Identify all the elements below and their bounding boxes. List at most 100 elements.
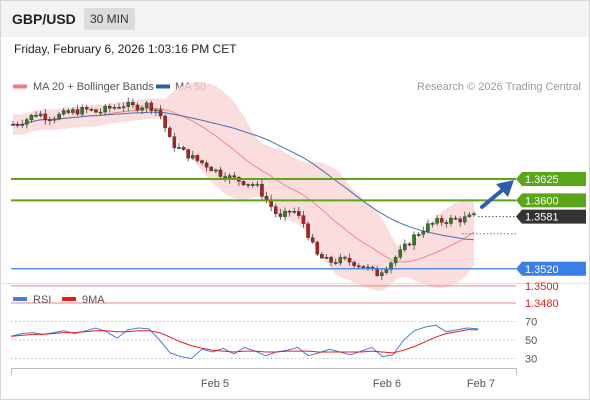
candle [278,213,283,217]
candle [338,256,343,264]
candle [430,223,435,225]
candle [20,124,25,126]
candle [439,218,444,223]
candle [380,272,384,277]
candle [66,110,71,113]
resistance-1-tag [516,193,586,208]
candle [329,257,333,263]
candle [94,109,98,113]
candle [52,118,57,121]
candle [333,262,338,264]
resistance-2-tag [516,172,586,186]
candle [310,237,315,243]
candle [61,110,66,115]
candle [352,261,356,266]
candle [172,136,177,148]
candle [135,104,140,111]
candle [163,115,167,129]
candle [361,266,366,268]
ma20-legend-label: MA 20 + Bollinger Bands [33,81,154,93]
candle [467,214,472,217]
candle [283,210,287,217]
candle [472,213,476,216]
candle [273,206,278,214]
candle [287,210,292,213]
candle [34,115,38,117]
candle [214,169,218,172]
candle [366,266,370,269]
candle [140,107,144,111]
pivot-label: 1.3520 [525,264,559,276]
ma50-line [12,111,475,241]
candle [449,217,453,224]
candle [347,258,352,263]
candle [29,115,34,120]
candle [190,155,195,159]
candle [320,254,324,259]
last-price-tag [516,209,586,224]
candle [98,111,103,114]
candle [398,249,403,258]
candle [121,106,126,109]
candle [255,183,260,186]
candle [292,211,297,213]
chart-header: GBP/USD 30 MIN [1,1,589,37]
candle [158,109,163,117]
candle [260,183,264,197]
time-tick-label: Feb 6 [373,378,401,390]
candle [407,243,412,246]
candle [181,147,186,150]
credit-text: Research © 2026 Trading Central [417,81,581,93]
candle [117,106,121,109]
candle [264,196,269,200]
candle [209,166,214,171]
candle [75,109,80,115]
resistance-2-label: 1.3625 [525,174,559,186]
candle [416,234,421,236]
candle [444,222,449,224]
candle [389,262,393,270]
candle [306,223,310,238]
candle [356,265,361,268]
candle [195,155,200,161]
candle [241,181,246,185]
candle [421,231,426,235]
candle [453,217,458,220]
rsi-legend-swatch [13,297,27,301]
candle [167,127,172,137]
currency-pair-title: GBP/USD [12,11,76,27]
pivot-tag [516,261,586,276]
candle [246,184,250,186]
candle [38,113,43,117]
candle [177,147,181,149]
candle [384,269,389,273]
rsi-tick-label: 50 [525,335,537,347]
candle [232,175,237,178]
candle [43,113,48,120]
last-price-label: 1.3581 [525,212,559,224]
candle [393,257,398,264]
candle [297,211,301,216]
candle [412,234,416,246]
candle [186,149,190,159]
ma9-line [10,329,478,354]
candle [301,215,306,225]
timeframe-button[interactable]: 30 MIN [84,8,135,30]
rsi-legend-label: RSI [33,294,51,306]
rsi-tick-label: 30 [525,354,537,366]
ma9-legend-label: 9MA [82,294,105,306]
candle [84,107,89,110]
bollinger-band [13,82,474,291]
ma20-legend-swatch [13,84,27,89]
candle [435,218,439,224]
candle [71,109,75,113]
support-2-label: 1.3480 [525,298,559,310]
candle [48,119,52,121]
candle [108,106,112,109]
candle [204,162,209,168]
candle [324,257,329,259]
candle [315,241,320,255]
candle [218,169,223,177]
candle [375,268,379,277]
candle [80,107,84,115]
